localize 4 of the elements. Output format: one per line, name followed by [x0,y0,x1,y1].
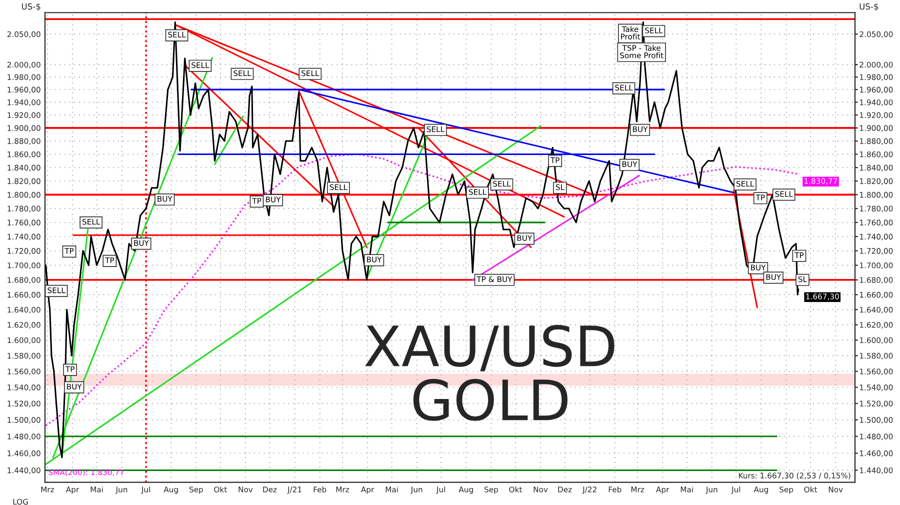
text: GOLD [413,378,568,421]
text: US-$ [860,3,878,11]
text: XAU/USD [365,324,614,372]
y-axis-title: US-$ [22,3,40,11]
